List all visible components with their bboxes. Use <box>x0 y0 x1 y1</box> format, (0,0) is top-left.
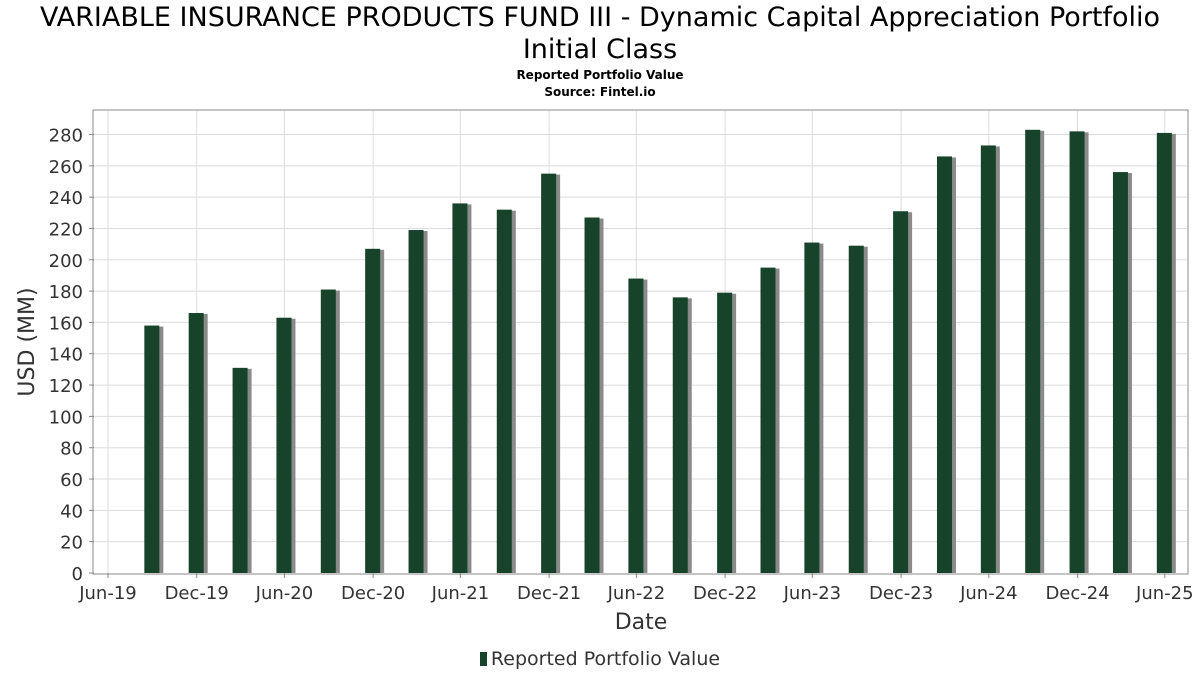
bar <box>408 230 424 573</box>
x-tick-label: Jun-19 <box>78 583 137 604</box>
x-tick-label: Jun-20 <box>255 583 314 604</box>
x-tick-label: Dec-23 <box>869 583 933 604</box>
bar <box>804 242 820 573</box>
bar <box>893 211 909 573</box>
bar <box>1025 129 1041 573</box>
x-tick-label: Jun-22 <box>607 583 666 604</box>
bar <box>936 156 952 574</box>
bar <box>365 248 381 573</box>
chart-title-line-1: VARIABLE INSURANCE PRODUCTS FUND III - D… <box>39 2 1161 33</box>
y-tick-label: 120 <box>49 376 83 397</box>
bar <box>1112 172 1128 573</box>
bar <box>717 292 733 573</box>
y-tick-label: 140 <box>49 345 83 366</box>
bar <box>980 145 996 574</box>
legend-label: Reported Portfolio Value <box>490 648 721 670</box>
x-tick-label: Dec-19 <box>165 583 229 604</box>
bar <box>672 297 688 573</box>
y-tick-label: 180 <box>49 282 83 303</box>
x-axis-label: Date <box>615 610 668 635</box>
x-axis-ticks: Jun-19 Dec-19 Jun-20 Dec-20 Jun-21 Dec-21 Jun-… <box>78 573 1194 604</box>
y-tick-label: 60 <box>60 470 83 491</box>
y-tick-label: 160 <box>49 313 83 334</box>
bar <box>276 317 292 573</box>
x-tick-label: Dec-21 <box>517 583 581 604</box>
bar <box>584 217 600 573</box>
chart-source: Source: Fintel.io <box>544 85 656 99</box>
y-tick-label: 40 <box>60 501 83 522</box>
x-tick-label: Jun-21 <box>431 583 490 604</box>
x-tick-label: Jun-24 <box>959 583 1018 604</box>
y-tick-label: 260 <box>49 157 83 178</box>
y-tick-label: 280 <box>49 125 83 146</box>
bar <box>232 367 248 573</box>
bar <box>320 289 336 573</box>
y-axis-ticks: 0 20 40 60 80 100 120 140 160 180 200 220 240 260 280 <box>49 125 94 585</box>
chart-title-line-2: Initial Class <box>522 34 678 65</box>
x-tick-label: Jun-25 <box>1135 583 1194 604</box>
bar <box>188 313 204 573</box>
legend: Reported Portfolio Value <box>0 648 1200 670</box>
bar <box>541 173 557 573</box>
y-tick-label: 20 <box>60 533 83 554</box>
bar <box>628 278 644 573</box>
bars <box>144 129 1176 574</box>
bar <box>144 325 160 573</box>
bar <box>496 209 512 573</box>
y-tick-label: 200 <box>49 251 83 272</box>
y-axis-label: USD (MM) <box>15 287 40 396</box>
bar <box>760 267 776 573</box>
bar <box>1069 131 1085 574</box>
chart-subtitle: Reported Portfolio Value <box>516 68 684 82</box>
y-tick-label: 100 <box>49 407 83 428</box>
x-tick-label: Jun-23 <box>783 583 842 604</box>
y-tick-label: 0 <box>72 564 83 585</box>
y-tick-label: 240 <box>49 188 83 209</box>
bar <box>848 245 864 573</box>
x-tick-label: Dec-24 <box>1045 583 1109 604</box>
x-tick-label: Dec-22 <box>693 583 757 604</box>
y-tick-label: 220 <box>49 219 83 240</box>
x-tick-label: Dec-20 <box>341 583 405 604</box>
legend-swatch <box>479 652 487 666</box>
bar <box>452 203 468 573</box>
y-tick-label: 80 <box>60 439 83 460</box>
bar <box>1156 132 1172 574</box>
